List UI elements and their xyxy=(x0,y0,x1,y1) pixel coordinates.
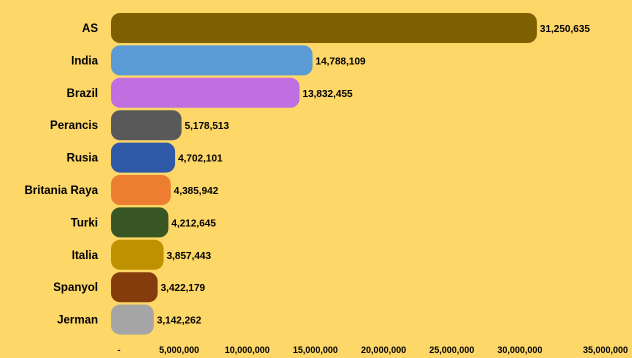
bar xyxy=(111,207,169,238)
category-label: Jerman xyxy=(57,315,98,327)
bar xyxy=(111,304,154,335)
x-tick-label: - xyxy=(118,345,121,355)
x-tick-label: 15,000,000 xyxy=(293,345,338,355)
x-axis-ticks: - 5,000,000 10,000,000 15,000,000 20,000,000… xyxy=(118,345,629,355)
bar xyxy=(111,239,164,270)
category-label: Rusia xyxy=(67,153,99,165)
category-label: Italia xyxy=(72,250,99,262)
category-labels: AS India Brazil Perancis Rusia Britania Raya T… xyxy=(24,23,98,327)
bar xyxy=(111,13,537,43)
x-tick-label: 30,000,000 xyxy=(497,345,542,355)
category-label: Brazil xyxy=(67,88,98,100)
x-tick-label: 10,000,000 xyxy=(225,345,270,355)
category-label: Perancis xyxy=(50,120,98,132)
bar xyxy=(111,45,313,76)
value-label: 3,857,443 xyxy=(167,251,212,262)
bar xyxy=(111,110,182,141)
bar xyxy=(111,175,171,205)
value-label: 31,250,635 xyxy=(540,24,590,35)
category-label: Britania Raya xyxy=(24,185,98,197)
bars xyxy=(111,13,537,335)
category-label: Turki xyxy=(71,217,98,229)
value-label: 5,178,513 xyxy=(185,121,230,132)
value-label: 3,422,179 xyxy=(161,283,206,294)
value-label: 4,212,645 xyxy=(171,218,216,229)
x-tick-label: 25,000,000 xyxy=(429,345,474,355)
category-label: Spanyol xyxy=(53,282,98,294)
value-label: 4,385,942 xyxy=(174,186,219,197)
category-label: AS xyxy=(82,23,98,35)
value-label: 13,832,455 xyxy=(303,89,353,100)
bar xyxy=(111,77,300,108)
bar xyxy=(111,272,158,303)
value-label: 3,142,262 xyxy=(157,316,202,327)
value-label: 14,788,109 xyxy=(316,56,366,67)
value-labels: 31,250,635 14,788,109 13,832,455 5,178,513 4… xyxy=(157,24,591,327)
bar xyxy=(111,142,176,173)
x-tick-label: 5,000,000 xyxy=(159,345,199,355)
category-label: India xyxy=(71,55,98,67)
value-label: 4,702,101 xyxy=(178,154,223,165)
x-tick-label: 35,000,000 xyxy=(583,345,628,355)
x-tick-label: 20,000,000 xyxy=(361,345,406,355)
